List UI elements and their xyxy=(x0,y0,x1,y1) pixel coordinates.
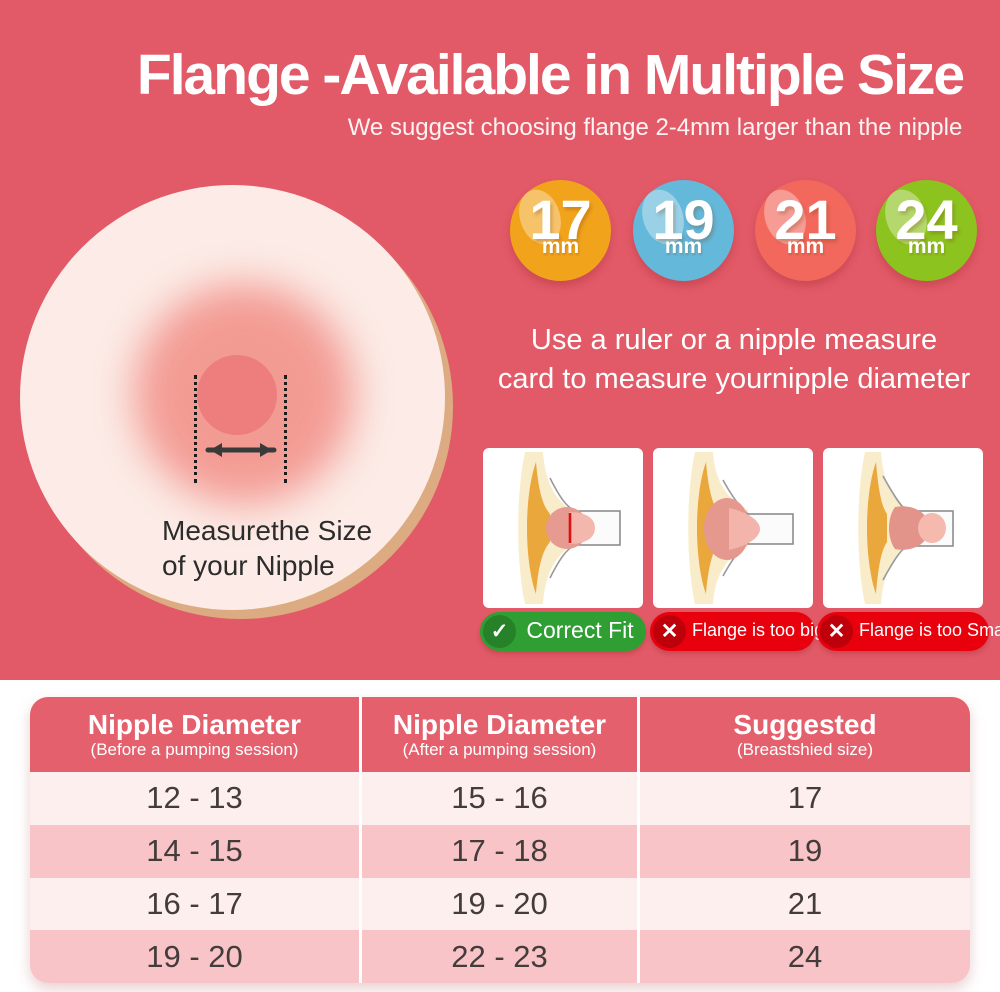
check-icon: ✓ xyxy=(483,615,516,648)
flange-too-small-illustration xyxy=(858,452,954,604)
table-cell: 19 - 20 xyxy=(30,930,362,983)
measure-guide-line-left xyxy=(194,375,197,483)
flange-diagram-too-small xyxy=(823,448,983,608)
badge-size-value: 21 xyxy=(774,188,837,251)
table-cell: 19 - 20 xyxy=(362,877,640,931)
badge-size-unit: mm xyxy=(664,235,703,258)
ruler-instruction-line2: card to measure yournipple diameter xyxy=(497,363,971,395)
table-cell: 19 xyxy=(787,833,823,869)
badge-size-unit: mm xyxy=(907,235,946,258)
badge-size-value: 19 xyxy=(652,188,715,251)
table-cell: 15 - 16 xyxy=(362,772,640,825)
ruler-instruction-line1: Use a ruler or a nipple measure xyxy=(530,324,938,356)
fit-label: Flange is too Small xyxy=(859,620,1000,640)
column-subtitle: (After a pumping session) xyxy=(402,740,597,759)
cross-icon: ✕ xyxy=(653,615,686,648)
table-cell: 17 - 18 xyxy=(362,824,640,878)
column-title: Nipple Diameter xyxy=(87,709,302,740)
table-header-row: Nipple Diameter (Before a pumping sessio… xyxy=(30,697,970,772)
measure-guide-line-right xyxy=(284,375,287,483)
table-cell: 24 xyxy=(787,938,823,974)
page-title: Flange -Available in Multiple Size xyxy=(136,43,965,107)
breast-illustration: Measurethe Size of your Nipple xyxy=(20,185,445,610)
table-cell: 17 xyxy=(787,780,823,816)
cross-icon: ✕ xyxy=(820,615,853,648)
flange-too-big-illustration xyxy=(688,452,794,604)
flange-diagram-correct-fit xyxy=(483,448,643,608)
measure-caption: Measurethe Size of your Nipple xyxy=(162,513,402,583)
table-cell: 14 - 15 xyxy=(30,824,362,878)
lower-section: Nipple Diameter (Before a pumping sessio… xyxy=(0,680,1000,992)
size-badge-19mm: 19 mm xyxy=(633,180,734,281)
flange-correct-illustration xyxy=(518,452,621,604)
column-header-before: Nipple Diameter (Before a pumping sessio… xyxy=(30,697,362,772)
column-header-suggested: Suggested (Breastshied size) xyxy=(640,697,970,772)
column-header-after: Nipple Diameter (After a pumping session… xyxy=(362,697,640,772)
flange-diagram-too-big xyxy=(653,448,813,608)
table-cell: 16 - 17 xyxy=(30,877,362,931)
too-small-pill: ✕ Flange is too Small xyxy=(817,612,1000,651)
column-title: Suggested xyxy=(733,709,877,740)
table-cell: 22 - 23 xyxy=(362,930,640,983)
column-subtitle: (Before a pumping session) xyxy=(90,740,299,759)
too-big-pill: ✕ Flange is too big xyxy=(650,612,824,651)
measure-caption-line1: Measurethe Size xyxy=(162,515,373,546)
badge-size-value: 17 xyxy=(529,188,592,251)
badge-size-unit: mm xyxy=(786,235,825,258)
table-row: 16 - 17 19 - 20 21 xyxy=(30,877,970,931)
correct-fit-pill: ✓ Correct Fit xyxy=(480,612,646,651)
fit-label: Correct Fit xyxy=(526,617,634,643)
table-row: 14 - 15 17 - 18 19 xyxy=(30,824,970,878)
size-badge-17mm: 17 mm xyxy=(510,180,611,281)
double-arrow-icon xyxy=(205,443,277,457)
column-subtitle: (Breastshied size) xyxy=(736,740,874,759)
table-body: 12 - 13 15 - 16 17 14 - 15 17 - 18 19 16… xyxy=(30,772,970,983)
table-cell: 21 xyxy=(787,885,823,921)
measure-caption-line2: of your Nipple xyxy=(162,550,335,581)
badge-size-unit: mm xyxy=(541,235,580,258)
table-cell: 12 - 13 xyxy=(30,772,362,825)
size-badge-21mm: 21 mm xyxy=(755,180,856,281)
nipple-circle xyxy=(197,355,277,435)
column-title: Nipple Diameter xyxy=(392,709,607,740)
table-row: 19 - 20 22 - 23 24 xyxy=(30,930,970,983)
ruler-instruction: Use a ruler or a nipple measure card to … xyxy=(478,321,990,399)
badge-size-value: 24 xyxy=(895,188,958,251)
table-row: 12 - 13 15 - 16 17 xyxy=(30,772,970,825)
size-badge-24mm: 24 mm xyxy=(876,180,977,281)
size-chart-table: Nipple Diameter (Before a pumping sessio… xyxy=(30,697,970,983)
page-subtitle: We suggest choosing flange 2-4mm larger … xyxy=(347,114,963,141)
fit-label: Flange is too big xyxy=(692,620,825,640)
hero-section: Flange -Available in Multiple Size We su… xyxy=(0,0,1000,680)
